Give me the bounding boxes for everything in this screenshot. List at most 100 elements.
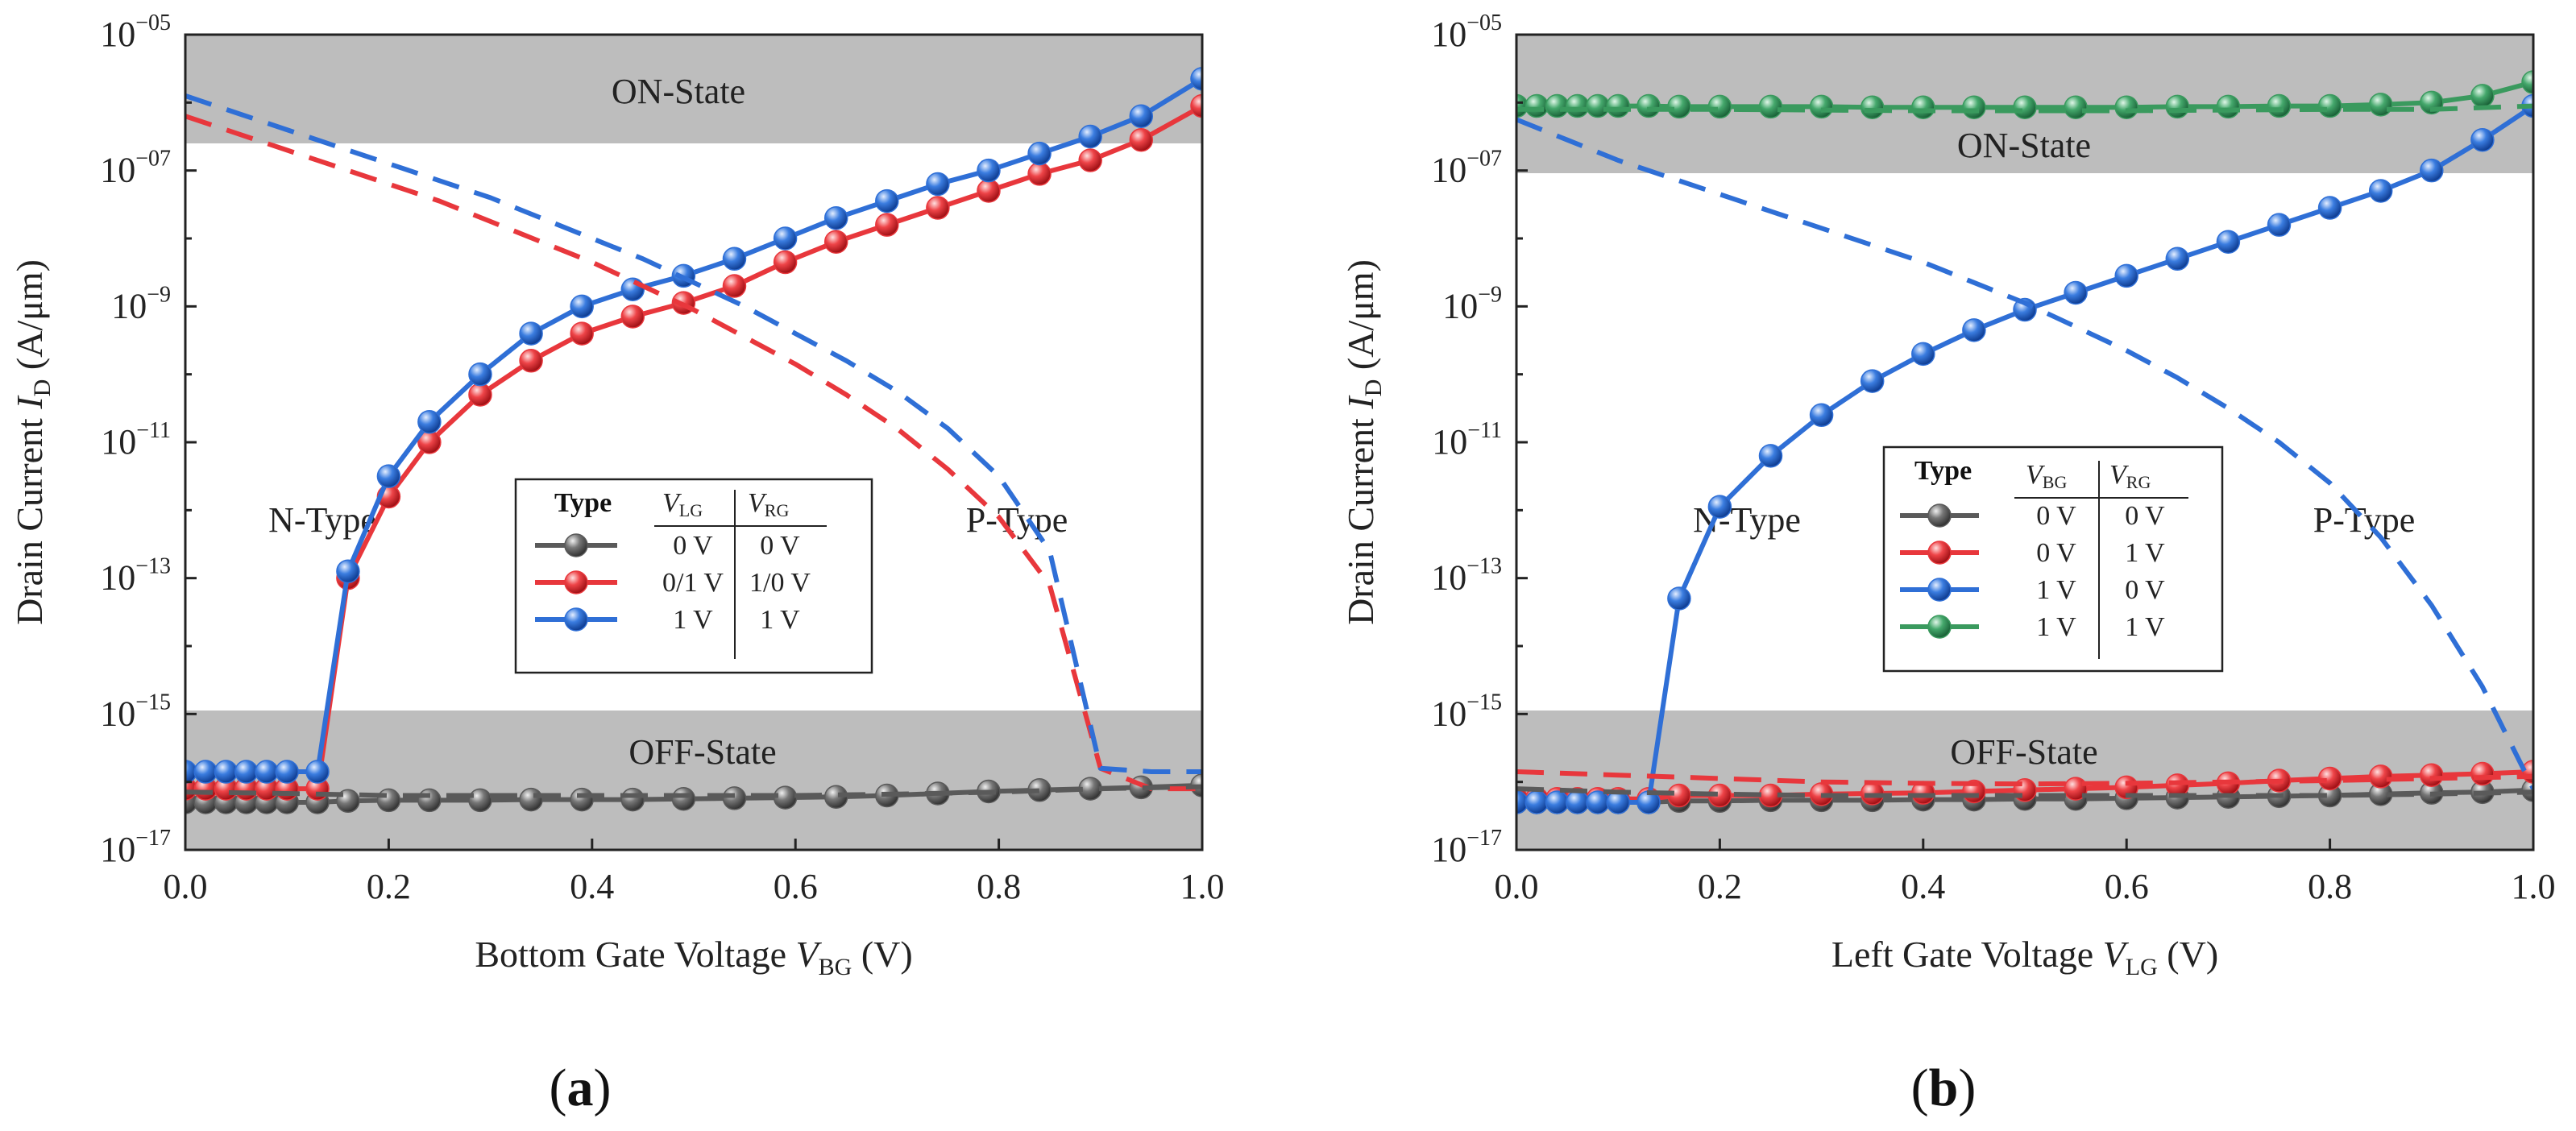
legend-type-header: Type: [554, 488, 612, 518]
axes: 0.0 0.2 0.4 0.6 0.8 1.0 10−17 10−15 10−13 10−11 10…: [1431, 10, 2555, 906]
series-line-blue-dashed: [185, 93, 1202, 774]
data-point: [722, 786, 747, 810]
data-point: [468, 788, 492, 813]
data-point: [468, 383, 492, 407]
data-point: [1190, 67, 1202, 91]
legend-swatch-marker: [564, 607, 588, 632]
data-point: [2267, 213, 2292, 237]
data-point: [570, 787, 594, 812]
legend-swatch-marker: [564, 570, 588, 594]
data-point: [1586, 790, 1610, 814]
legend-col2-value: 0 V: [2125, 501, 2165, 531]
y-tick-label: 10−13: [1431, 554, 1502, 598]
series-line-gray-dashed: [1516, 786, 2533, 798]
series-line-red-dashed: [1516, 769, 2533, 787]
data-point: [2064, 95, 2088, 119]
data-point: [2165, 94, 2190, 119]
data-point: [234, 760, 259, 784]
x-tick-label: 0.0: [164, 867, 208, 906]
x-tick-label: 0.4: [570, 867, 614, 906]
series-line-red: [185, 103, 1202, 792]
y-tick-label: 10−9: [111, 282, 171, 325]
data-point: [1707, 495, 1732, 519]
y-tick-label: 10−17: [1431, 826, 1502, 869]
x-tick-label: 0.0: [1495, 867, 1539, 906]
data-point: [2317, 196, 2342, 220]
data-point: [773, 226, 798, 251]
legend-row: 1 V 1 V: [1900, 612, 2165, 642]
data-point: [1129, 127, 1154, 152]
series-group: [1516, 70, 2533, 814]
data-point: [1758, 444, 1783, 468]
legend-row: 0 V 0 V: [1900, 501, 2165, 531]
data-point: [1586, 93, 1610, 118]
legend-row: 1 V 1 V: [535, 605, 800, 635]
data-point: [2165, 246, 2190, 271]
data-point: [468, 362, 492, 387]
data-point: [1545, 93, 1570, 118]
data-point: [255, 760, 279, 784]
data-point: [2470, 127, 2495, 152]
data-point: [2470, 84, 2495, 108]
legend-col1-value: 0 V: [673, 531, 713, 561]
legend-col1-value: 1 V: [673, 605, 713, 635]
legend-swatch-marker: [564, 533, 588, 557]
data-point: [875, 213, 899, 237]
data-point: [2368, 93, 2393, 117]
legend-col1-value: 1 V: [2036, 612, 2076, 642]
on-state-label: ON-State: [1957, 126, 2091, 165]
data-point: [214, 760, 239, 784]
series-line-green-dashed: [1516, 103, 2533, 114]
data-point: [926, 196, 950, 220]
data-point: [1565, 790, 1590, 814]
data-point: [2521, 70, 2533, 94]
legend-col2-value: 0 V: [2125, 575, 2165, 605]
y-tick-label: 10−13: [100, 554, 171, 598]
data-point: [1524, 790, 1549, 814]
data-point: [1129, 104, 1154, 128]
data-point: [1809, 403, 1834, 428]
data-point: [2013, 95, 2037, 119]
data-point: [875, 188, 899, 213]
legend-row: 1 V 0 V: [1900, 575, 2165, 605]
data-point: [2114, 263, 2138, 288]
legend-col1-value: 1 V: [2036, 575, 2076, 605]
data-point: [823, 205, 848, 230]
data-point: [2114, 95, 2138, 119]
data-point: [2368, 179, 2393, 203]
data-point: [519, 787, 543, 812]
legend-col1-value: 0 V: [2036, 501, 2076, 531]
x-tick-label: 1.0: [1180, 867, 1225, 906]
data-point: [620, 304, 645, 329]
data-point: [926, 172, 950, 197]
x-tick-label: 0.4: [1901, 867, 1945, 906]
data-point: [376, 788, 401, 813]
data-point: [1078, 148, 1102, 172]
data-point: [977, 158, 1001, 183]
panel-label-b: (b): [1911, 1058, 1977, 1117]
data-point: [773, 250, 798, 275]
x-tick-label: 0.8: [2308, 867, 2352, 906]
legend-col1-value: 0/1 V: [662, 568, 724, 598]
on-state-label: ON-State: [612, 72, 745, 111]
data-point: [376, 464, 401, 488]
y-tick-label: 10−17: [100, 826, 171, 869]
legend-row: 0/1 V 1/0 V: [535, 568, 811, 598]
legend-type-header: Type: [1914, 456, 1972, 486]
data-point: [570, 321, 594, 346]
data-point: [417, 409, 442, 434]
x-axis-title: Left Gate Voltage VLG (V): [1831, 934, 2218, 980]
data-point: [1636, 93, 1661, 118]
panel-a: ON-State OFF-State N-Type P-Type 0.0 0.2 0…: [9, 10, 1225, 1117]
legend-swatch-marker: [1927, 541, 1952, 565]
data-point: [2470, 761, 2495, 786]
data-point: [2064, 280, 2088, 305]
y-tick-label: 10−15: [1431, 690, 1502, 733]
data-point: [722, 274, 747, 298]
series-line-red-dashed: [185, 114, 1202, 792]
data-point: [1860, 369, 1885, 393]
series-line-gray-dashed: [185, 784, 1202, 798]
data-point: [977, 179, 1001, 203]
